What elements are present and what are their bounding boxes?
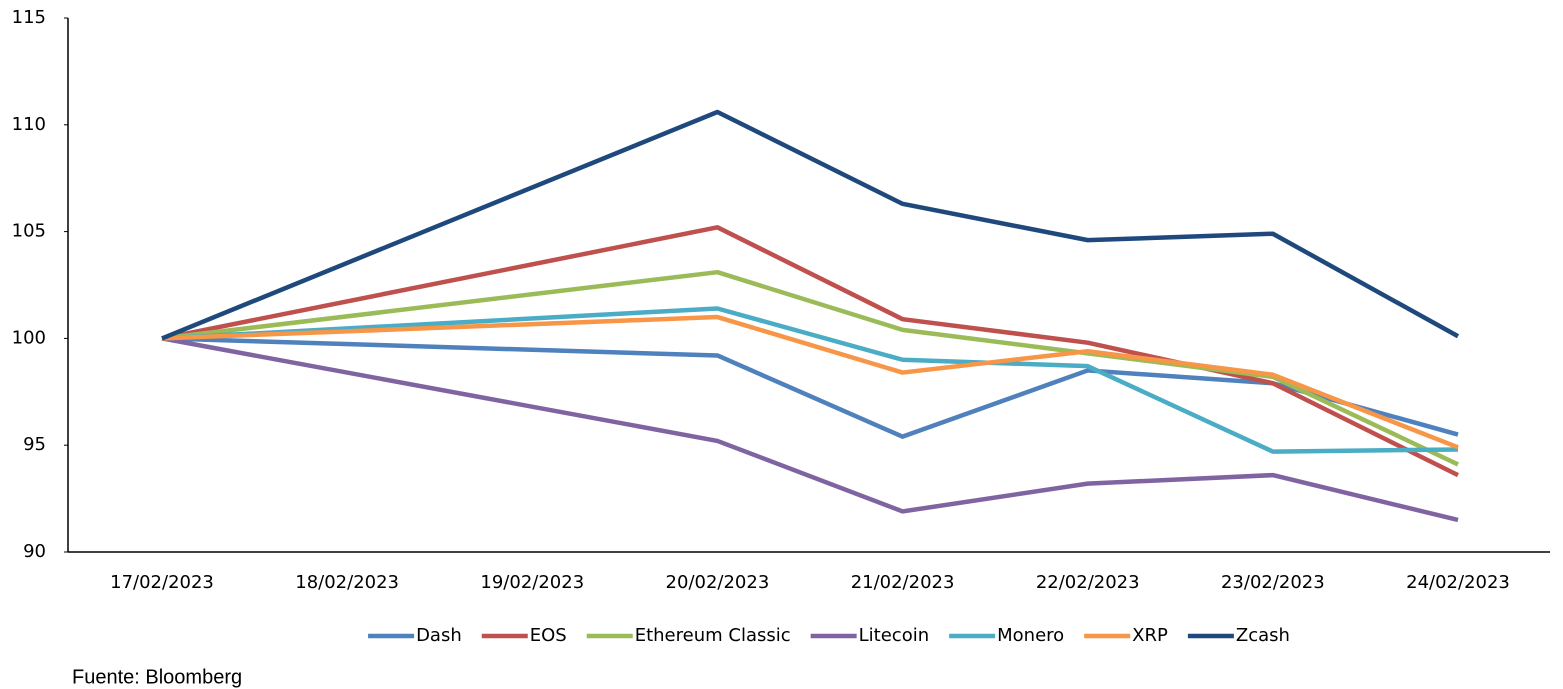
source-note: Fuente: Bloomberg [72,666,242,688]
x-tick-label: 23/02/2023 [1221,572,1325,593]
series-line [161,336,1459,439]
y-tick-label: 90 [23,541,46,562]
x-tick-label: 20/02/2023 [666,572,770,593]
series-line [161,269,1459,467]
y-tick-label: 100 [12,327,46,348]
series-line [161,314,1459,450]
y-tick-label: 115 [12,7,46,28]
x-tick-label: 22/02/2023 [1036,572,1140,593]
x-tick-label: 17/02/2023 [110,572,214,593]
legend-label: Monero [997,625,1064,646]
y-tick-label: 95 [23,434,46,455]
x-tick-label: 24/02/2023 [1406,572,1510,593]
x-tick-label: 19/02/2023 [480,572,584,593]
legend-label: Dash [416,625,462,646]
series-line [161,225,1459,478]
y-tick-label: 105 [12,221,46,242]
y-tick-label: 110 [12,114,46,135]
x-tick-label: 18/02/2023 [295,572,399,593]
legend-label: XRP [1132,625,1168,646]
series-line [161,109,1460,341]
series-line [161,336,1459,523]
x-tick-label: 21/02/2023 [851,572,955,593]
legend-label: Zcash [1236,625,1290,646]
legend-label: Litecoin [859,625,929,646]
legend-label: Ethereum Classic [635,625,791,646]
legend-label: EOS [530,625,567,646]
